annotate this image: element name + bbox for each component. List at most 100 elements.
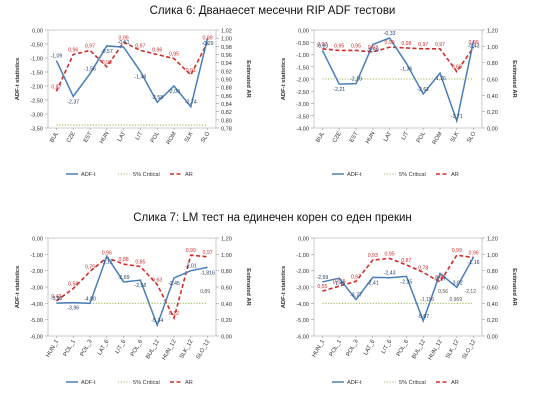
ar-data-label: 0,99 [385, 40, 395, 46]
y-tick-label: -3,50 [296, 114, 309, 120]
x-tick-label: CZE [332, 131, 343, 144]
ar-data-label: 0,67 [351, 274, 361, 280]
legend-label: 5% Critical [133, 380, 160, 386]
ar-data-label: 0,95 [334, 43, 344, 49]
y2-tick-label: 0,20 [221, 318, 232, 324]
x-tick-label: LAT [383, 131, 394, 143]
ar-data-label: 0,91 [186, 68, 196, 74]
x-tick-label: LIT_6 [381, 339, 394, 355]
adf-t-line [321, 37, 475, 124]
ar-data-label: 0,79 [85, 264, 95, 270]
ar-data-label: 0,96 [102, 251, 112, 257]
ar-data-label: 0,93 [102, 60, 112, 66]
ar-data-label: 0,93 [368, 45, 378, 51]
adf-data-label: -0,83 [316, 43, 328, 49]
x-tick-label: POL_1 [329, 339, 343, 358]
ar-data-label: 0,55 [317, 284, 327, 290]
adf-data-label: -1,36 [400, 66, 412, 72]
x-tick-label: HUN_1 [45, 339, 60, 358]
x-tick-label: HUN_12 [427, 339, 443, 361]
y2-tick-label: 0,84 [221, 102, 232, 108]
y-tick-label: -1,00 [296, 53, 309, 59]
y-tick-label: -4,00 [30, 302, 43, 308]
y2-tick-label: 0,88 [221, 86, 232, 92]
x-tick-label: POL_3 [346, 339, 360, 358]
y2-tick-label: 1,20 [487, 237, 498, 243]
extra-data-label: -1,116 [420, 297, 434, 303]
y2-tick-label: 0,86 [221, 94, 232, 100]
adf-data-label: -0,59 [367, 47, 379, 53]
adf-data-label: -2,61 [417, 87, 429, 93]
y-tick-label: -2,00 [30, 269, 43, 275]
x-tick-label: SLO [466, 131, 477, 144]
x-tick-label: POL_1 [63, 339, 77, 358]
y2-axis-title: Estimated AR [511, 60, 517, 98]
x-tick-label: HUN [99, 131, 110, 145]
adf-data-label: -2,69 [316, 275, 328, 281]
y-tick-label: -2,50 [296, 90, 309, 96]
adf-t-line [56, 254, 208, 328]
adf-data-label: -2,43 [384, 271, 396, 277]
ar-data-label: 0,97 [135, 43, 145, 49]
ar-data-label: 0,97 [203, 250, 213, 256]
legend-label: AR [185, 380, 193, 386]
adf-data-label: -2,45 [168, 281, 180, 287]
x-tick-label: BUL [49, 130, 60, 143]
y2-tick-label: 0,40 [221, 302, 232, 308]
adf-data-label: -4,00 [84, 296, 96, 302]
ar-data-label: 0,615 [333, 279, 346, 285]
adf-data-label: -3,71 [451, 114, 463, 120]
x-tick-label: SLO [200, 131, 211, 144]
ar-data-label: 0,96 [68, 48, 78, 54]
ar-data-label: 0,85 [135, 260, 145, 266]
y-tick-label: -1,00 [30, 57, 43, 63]
chart-lm-break-right: 0,00 -1,00 -2,00 -3,00 -4,00 -5,00 -6,00 1,20 1,… [281, 237, 517, 387]
y2-tick-label: 1,20 [221, 237, 232, 243]
y-tick-label: -1,00 [30, 253, 43, 259]
x-tick-label: LAT_6 [97, 339, 111, 356]
y2-tick-label: 0,92 [221, 69, 232, 75]
adf-t-line [322, 256, 475, 323]
ar-data-label: 0,66 [435, 275, 445, 281]
ar-data-label: 0,99 [452, 248, 462, 254]
y-tick-label: -3,00 [296, 286, 309, 292]
ar-line [55, 254, 208, 321]
ar-line [322, 46, 475, 74]
y2-tick-label: 1,02 [221, 29, 232, 35]
adf-data-label: -2,58 [134, 283, 146, 289]
legend-label: ADF-t [347, 380, 362, 386]
legend-label: 5% Critical [399, 380, 426, 386]
y2-tick-label: 0,80 [221, 269, 232, 275]
adf-data-label: -2,58 [151, 95, 163, 101]
adf-data-label: -0,57 [101, 49, 113, 55]
figure-6-title: Слика 6: Дванаесет месечни RIP ADF тесто… [149, 5, 396, 17]
x-tick-label: SLK [450, 131, 461, 144]
ar-line [55, 41, 209, 92]
x-tick-label: BUL [315, 130, 326, 143]
y-tick-label: -2,00 [296, 78, 309, 84]
x-tick-label: LIT [135, 131, 145, 142]
x-tick-label: BUL_12 [411, 339, 427, 360]
y2-tick-label: 0,78 [221, 127, 232, 133]
y-tick-label: -3,00 [30, 113, 43, 119]
x-tick-label: LIT_6 [115, 339, 128, 355]
y-tick-label: -6,00 [296, 335, 309, 341]
plot-area [313, 237, 483, 337]
x-tick-label: HUN [365, 131, 376, 145]
y-axis-title: ADF-t statistics [281, 266, 287, 309]
adf-data-label: -1,16 [468, 260, 480, 266]
adf-data-label: -5,34 [151, 318, 163, 324]
ar-data-label: 0,22 [169, 311, 179, 317]
y2-axis-title: Estimated AR [245, 268, 251, 306]
y-tick-label: -1,00 [296, 253, 309, 259]
y2-tick-label: 0,00 [487, 127, 498, 133]
ar-data-label: 0,58 [68, 282, 78, 288]
y-tick-label: -4,00 [296, 127, 309, 133]
adf-data-label: -3,99 [50, 296, 62, 302]
adf-data-label: -2,35 [400, 279, 412, 285]
legend-label: ADF-t [81, 380, 96, 386]
y-tick-label: -0,50 [296, 41, 309, 47]
ar-data-label: 0,95 [385, 251, 395, 257]
y2-tick-label: 1,00 [221, 37, 232, 43]
y-tick-label: -4,00 [296, 302, 309, 308]
